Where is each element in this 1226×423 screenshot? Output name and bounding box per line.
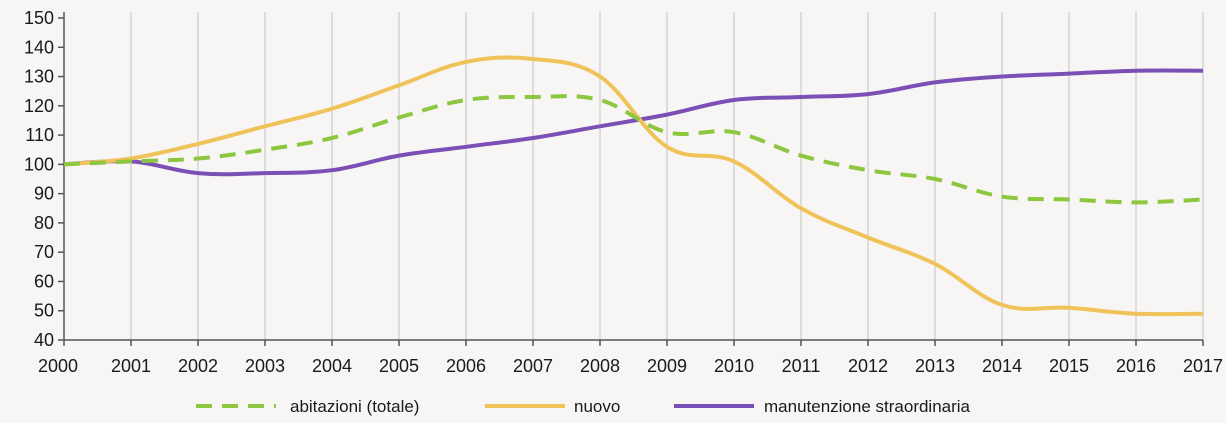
x-tick-label-2014: 2014 — [982, 356, 1022, 376]
x-tick-label-2012: 2012 — [848, 356, 888, 376]
series-line-abitazioni-totale — [63, 94, 1204, 205]
y-tick-label-90: 90 — [34, 184, 54, 204]
y-tick-labels: 40 50 60 70 80 90 100 110 120 130 140 150 — [24, 8, 54, 350]
x-tick-labels: 2000 2001 2002 2003 2004 2005 2006 2007 2008 2009… — [38, 356, 1223, 376]
y-tick-label-110: 110 — [25, 125, 54, 145]
y-tick-label-50: 50 — [34, 301, 54, 321]
y-tick-label-120: 120 — [24, 96, 54, 116]
legend-label-abitazioni-totale: abitazioni (totale) — [290, 397, 419, 416]
axes — [58, 12, 1204, 346]
x-tick-label-2017: 2017 — [1183, 356, 1223, 376]
x-tick-label-2003: 2003 — [245, 356, 285, 376]
x-tick-label-2007: 2007 — [513, 356, 553, 376]
y-tick-label-70: 70 — [34, 242, 54, 262]
vertical-gridlines — [130, 12, 1204, 340]
x-tick-label-2002: 2002 — [178, 356, 218, 376]
x-tick-label-2006: 2006 — [446, 356, 486, 376]
legend: abitazioni (totale) nuovo manutenzione str… — [196, 397, 971, 416]
x-tick-label-2016: 2016 — [1116, 356, 1156, 376]
y-tick-label-130: 130 — [24, 67, 54, 87]
x-tick-label-2005: 2005 — [379, 356, 419, 376]
y-tick-label-40: 40 — [34, 330, 54, 350]
legend-label-manutenzione-straordinaria: manutenzione straordinaria — [764, 397, 971, 416]
series-lines — [63, 55, 1204, 317]
y-tick-label-60: 60 — [34, 271, 54, 291]
y-tick-label-140: 140 — [24, 37, 54, 57]
y-tick-label-100: 100 — [24, 154, 54, 174]
y-tick-label-80: 80 — [34, 213, 54, 233]
y-tick-label-150: 150 — [24, 8, 54, 28]
x-tick-label-2001: 2001 — [111, 356, 151, 376]
x-tick-label-2015: 2015 — [1049, 356, 1089, 376]
x-tick-label-2008: 2008 — [580, 356, 620, 376]
x-tick-label-2004: 2004 — [312, 356, 352, 376]
x-tick-label-2013: 2013 — [915, 356, 955, 376]
legend-label-nuovo: nuovo — [574, 397, 620, 416]
x-tick-label-2011: 2011 — [782, 356, 821, 376]
series-line-manutenzione-straordinaria — [63, 68, 1204, 177]
series-line-nuovo — [63, 55, 1204, 317]
x-tick-label-2000: 2000 — [38, 356, 78, 376]
x-tick-label-2009: 2009 — [647, 356, 687, 376]
x-tick-label-2010: 2010 — [714, 356, 754, 376]
